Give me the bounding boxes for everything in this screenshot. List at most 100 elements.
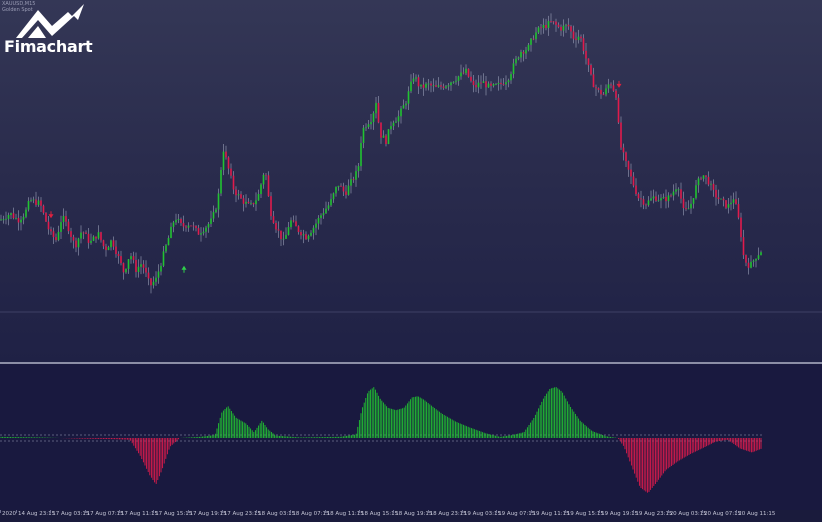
candle-bullish xyxy=(315,223,317,228)
candle-bullish xyxy=(607,84,610,89)
candle-bullish xyxy=(302,234,305,236)
candle-bearish xyxy=(270,196,272,217)
candle-bearish xyxy=(555,21,557,25)
candle-bullish xyxy=(565,24,567,26)
candle-bullish xyxy=(650,198,652,201)
candle-bullish xyxy=(455,80,457,82)
time-axis-label: 14 Aug 23:15 xyxy=(18,511,56,517)
price-chart-canvas[interactable] xyxy=(0,0,822,362)
time-axis-label: 18 Aug 11:15 xyxy=(326,511,364,517)
candle-bearish xyxy=(272,216,275,224)
candle-bearish xyxy=(70,231,72,237)
time-axis-label: 18 Aug 23:15 xyxy=(429,511,467,517)
candle-bearish xyxy=(377,102,380,123)
candle-bearish xyxy=(112,240,115,247)
candle-bullish xyxy=(692,198,695,204)
candle-bullish xyxy=(730,202,732,205)
candle-bullish xyxy=(407,91,410,104)
candle-bearish xyxy=(230,168,232,176)
candle-bearish xyxy=(300,231,302,236)
candle-bearish xyxy=(50,229,52,232)
candle-bearish xyxy=(430,83,432,86)
candle-bullish xyxy=(412,78,415,82)
candle-bullish xyxy=(720,198,722,200)
candle-bearish xyxy=(417,77,420,87)
candle-bearish xyxy=(617,97,620,123)
time-axis-tick xyxy=(633,510,635,513)
candle-bearish xyxy=(550,21,552,22)
oscillator-canvas[interactable] xyxy=(0,364,822,510)
pane-separator[interactable] xyxy=(0,362,822,364)
candle-bullish xyxy=(750,261,752,268)
time-axis: 2020 14 Aug 23:15 17 Aug 03:15 17 Aug 07:15… xyxy=(0,510,822,522)
candle-bullish xyxy=(322,213,325,216)
candle-bullish xyxy=(202,231,205,234)
candle-bearish xyxy=(192,225,195,227)
candle-bearish xyxy=(82,232,85,234)
candle-bullish xyxy=(370,122,372,125)
candle-bearish xyxy=(722,198,725,201)
candle-bullish xyxy=(562,25,565,31)
candle-bullish xyxy=(337,185,340,187)
candle-bearish xyxy=(190,225,192,227)
candle-bullish xyxy=(487,83,490,88)
candle-bullish xyxy=(287,227,290,235)
candle-bullish xyxy=(200,233,202,235)
candle-bearish xyxy=(435,85,437,87)
candle-bearish xyxy=(135,259,137,273)
candle-bearish xyxy=(252,202,255,205)
price-chart-pane[interactable]: XAUUSD,M15 Golden Spot Fimachart xyxy=(0,0,822,362)
candle-bullish xyxy=(390,126,392,130)
candle-bullish xyxy=(527,44,530,51)
candle-bearish xyxy=(640,198,642,200)
candle-bullish xyxy=(452,81,455,83)
candle-bullish xyxy=(687,208,690,210)
candle-bullish xyxy=(215,209,217,213)
candle-bullish xyxy=(530,38,532,45)
candle-bullish xyxy=(37,200,40,205)
candle-bearish xyxy=(197,228,200,235)
candle-bullish xyxy=(410,81,412,92)
candle-bullish xyxy=(465,68,467,74)
candle-bullish xyxy=(310,232,312,236)
candle-bullish xyxy=(547,21,550,28)
candle-bullish xyxy=(535,32,537,40)
time-axis-label: 17 Aug 19:15 xyxy=(189,511,227,517)
candle-bullish xyxy=(437,85,440,87)
candle-bullish xyxy=(162,251,165,266)
candle-bearish xyxy=(305,234,307,240)
candle-bullish xyxy=(285,234,287,239)
candle-bearish xyxy=(100,232,102,241)
candle-bearish xyxy=(235,189,237,196)
candle-bearish xyxy=(585,50,587,59)
candle-bearish xyxy=(670,195,672,197)
oscillator-pane[interactable] xyxy=(0,364,822,510)
candle-bullish xyxy=(80,232,82,239)
candle-bullish xyxy=(2,219,5,221)
time-axis-label: 2020 xyxy=(2,511,16,517)
candle-bullish xyxy=(155,277,157,282)
candle-bullish xyxy=(172,222,175,227)
time-axis-tick xyxy=(153,510,155,513)
symbol-label: XAUUSD,M15 xyxy=(2,1,36,7)
candle-bearish xyxy=(595,87,597,89)
candle-bearish xyxy=(147,272,150,279)
candle-bearish xyxy=(470,76,472,81)
candle-bullish xyxy=(77,238,80,248)
candle-bullish xyxy=(752,260,755,262)
candle-bearish xyxy=(65,216,67,222)
candle-bullish xyxy=(262,174,265,185)
candle-bearish xyxy=(232,175,235,190)
candle-bullish xyxy=(170,226,172,238)
candle-bullish xyxy=(420,84,422,87)
candle-bullish xyxy=(160,265,162,272)
candle-bullish xyxy=(245,201,247,204)
time-axis-label: 19 Aug 19:15 xyxy=(601,511,639,517)
candle-bearish xyxy=(632,176,635,186)
time-axis-label: 19 Aug 03:15 xyxy=(463,511,501,517)
candle-bullish xyxy=(542,24,545,28)
candle-bullish xyxy=(325,208,327,214)
candle-bearish xyxy=(295,221,297,227)
time-axis-label: 20 Aug 11:15 xyxy=(738,511,776,517)
candle-bearish xyxy=(742,237,745,256)
